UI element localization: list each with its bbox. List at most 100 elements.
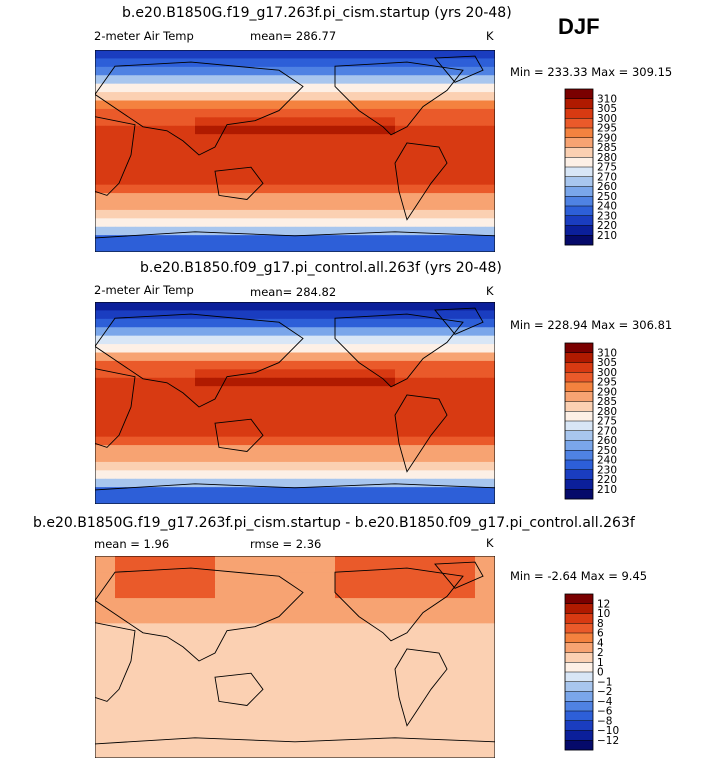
map-cell: [255, 327, 266, 337]
map-cell: [305, 75, 316, 85]
map-cell: [275, 100, 286, 110]
map-cell: [375, 83, 386, 93]
map-cell: [405, 184, 416, 194]
map-cell: [345, 360, 356, 370]
map-cell: [245, 749, 256, 758]
map-cell: [445, 167, 456, 177]
map-cell: [325, 403, 336, 412]
map-cell: [105, 386, 116, 395]
map-cell: [105, 360, 116, 370]
map-cell: [195, 403, 206, 412]
map-cell: [195, 606, 206, 616]
map-cell: [135, 495, 146, 504]
map-cell: [295, 598, 306, 607]
map-cell: [415, 478, 426, 488]
map-cell: [325, 478, 336, 488]
map-cell: [415, 665, 426, 675]
map-cell: [95, 125, 106, 135]
map-cell: [425, 690, 436, 700]
map-cell: [165, 606, 176, 616]
map-cell: [115, 66, 126, 76]
map-cell: [295, 100, 306, 110]
map-cell: [95, 151, 106, 160]
map-cell: [435, 310, 446, 320]
map-cell: [235, 556, 246, 565]
map-cell: [155, 428, 166, 438]
map-cell: [265, 715, 276, 725]
map-cell: [255, 707, 266, 717]
map-cell: [275, 419, 286, 429]
map-cell: [285, 682, 296, 692]
map-cell: [205, 310, 216, 320]
map-cell: [335, 631, 346, 641]
map-cell: [235, 495, 246, 504]
map-cell: [455, 487, 466, 496]
map-cell: [285, 606, 296, 616]
map-cell: [465, 623, 476, 633]
map-cell: [375, 352, 386, 362]
panel1-map-svg: [95, 50, 495, 252]
map-cell: [305, 209, 316, 219]
map-cell: [205, 428, 216, 438]
map-cell: [175, 302, 186, 311]
map-cell: [235, 176, 246, 186]
map-cell: [335, 125, 346, 135]
map-cell: [105, 732, 116, 742]
map-cell: [335, 377, 346, 387]
map-cell: [285, 302, 296, 311]
map-cell: [275, 193, 286, 202]
map-cell: [105, 657, 116, 666]
map-cell: [365, 749, 376, 758]
map-cell: [335, 665, 346, 675]
map-cell: [315, 369, 326, 379]
map-cell: [455, 125, 466, 135]
map-cell: [165, 226, 176, 236]
map-cell: [415, 335, 426, 345]
map-cell: [135, 749, 146, 758]
map-cell: [215, 699, 226, 708]
map-cell: [425, 344, 436, 353]
map-cell: [425, 235, 436, 244]
map-cell: [455, 648, 466, 658]
map-cell: [335, 58, 346, 68]
map-cell: [235, 690, 246, 700]
map-cell: [395, 436, 406, 446]
map-cell: [405, 83, 416, 93]
map-cell: [275, 92, 286, 101]
map-cell: [295, 741, 306, 750]
map-cell: [175, 572, 186, 582]
map-cell: [335, 159, 346, 169]
map-cell: [435, 134, 446, 143]
map-cell: [325, 648, 336, 658]
map-cell: [275, 327, 286, 337]
map-cell: [275, 151, 286, 160]
map-cell: [205, 159, 216, 169]
map-cell: [235, 665, 246, 675]
map-cell: [255, 495, 266, 504]
map-cell: [185, 184, 196, 194]
map-cell: [195, 673, 206, 683]
map-cell: [415, 134, 426, 143]
map-cell: [165, 360, 176, 370]
map-cell: [205, 327, 216, 337]
map-cell: [325, 352, 336, 362]
map-cell: [215, 134, 226, 143]
map-cell: [455, 724, 466, 734]
map-cell: [175, 360, 186, 370]
map-cell: [125, 58, 136, 68]
map-cell: [265, 631, 276, 641]
map-cell: [225, 243, 236, 252]
map-cell: [375, 453, 386, 463]
map-cell: [285, 167, 296, 177]
map-cell: [215, 445, 226, 454]
map-cell: [215, 436, 226, 446]
map-cell: [105, 411, 116, 421]
map-cell: [155, 352, 166, 362]
map-cell: [135, 184, 146, 194]
map-cell: [225, 411, 236, 421]
map-cell: [305, 572, 316, 582]
map-cell: [185, 83, 196, 93]
map-cell: [325, 50, 336, 59]
map-cell: [445, 699, 456, 708]
map-cell: [105, 243, 116, 252]
